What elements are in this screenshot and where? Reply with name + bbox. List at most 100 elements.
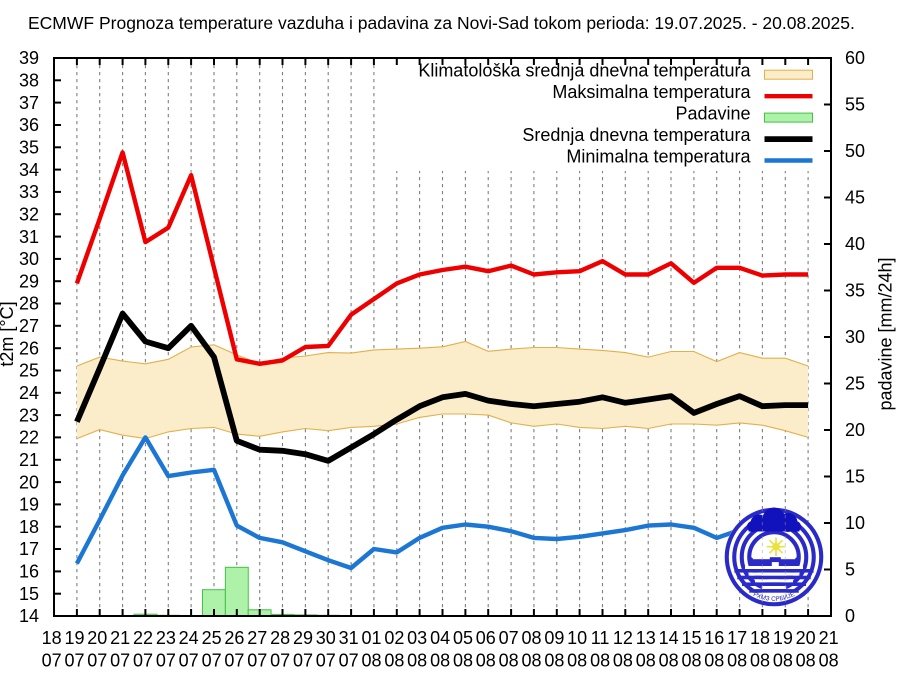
svg-text:06: 06	[476, 628, 496, 648]
svg-text:18: 18	[19, 517, 39, 537]
svg-text:08: 08	[476, 651, 496, 669]
svg-text:21: 21	[110, 628, 130, 648]
svg-text:07: 07	[64, 651, 84, 669]
svg-text:21: 21	[819, 628, 839, 648]
svg-text:25: 25	[19, 361, 39, 381]
svg-text:08: 08	[544, 651, 564, 669]
svg-text:15: 15	[681, 628, 701, 648]
svg-text:13: 13	[636, 628, 656, 648]
svg-text:19: 19	[773, 628, 793, 648]
svg-text:21: 21	[19, 450, 39, 470]
svg-text:t2m [°C]: t2m [°C]	[0, 301, 17, 366]
svg-text:Klimatološka srednja dnevna te: Klimatološka srednja dnevna temperatura	[418, 61, 751, 81]
svg-text:0: 0	[845, 606, 855, 626]
svg-text:26: 26	[224, 628, 244, 648]
svg-text:39: 39	[19, 48, 39, 68]
svg-text:08: 08	[636, 651, 656, 669]
svg-text:19: 19	[19, 495, 39, 515]
svg-text:35: 35	[19, 138, 39, 158]
svg-text:07: 07	[293, 651, 313, 669]
svg-text:11: 11	[591, 628, 610, 648]
svg-text:36: 36	[19, 115, 39, 135]
svg-text:29: 29	[293, 628, 313, 648]
svg-text:23: 23	[156, 628, 176, 648]
svg-text:45: 45	[845, 188, 865, 208]
svg-text:17: 17	[727, 628, 747, 648]
svg-text:10: 10	[567, 628, 587, 648]
svg-text:08: 08	[727, 651, 747, 669]
svg-text:31: 31	[339, 628, 359, 648]
svg-text:07: 07	[270, 651, 290, 669]
svg-text:04: 04	[430, 628, 450, 648]
svg-text:08: 08	[521, 628, 541, 648]
svg-text:08: 08	[704, 651, 724, 669]
svg-text:15: 15	[19, 584, 39, 604]
svg-text:07: 07	[316, 651, 336, 669]
svg-text:28: 28	[270, 628, 290, 648]
svg-text:07: 07	[224, 651, 244, 669]
svg-text:40: 40	[845, 234, 865, 254]
svg-text:Maksimalna temperatura: Maksimalna temperatura	[552, 82, 751, 102]
svg-text:28: 28	[19, 294, 39, 314]
svg-text:Padavine: Padavine	[675, 104, 750, 124]
svg-text:25: 25	[845, 374, 865, 394]
svg-text:37: 37	[19, 93, 39, 113]
svg-text:19: 19	[64, 628, 84, 648]
svg-text:14: 14	[19, 606, 39, 626]
svg-text:08: 08	[521, 651, 541, 669]
svg-text:24: 24	[179, 628, 199, 648]
svg-text:24: 24	[19, 383, 39, 403]
svg-text:padavine [mm/24h]: padavine [mm/24h]	[876, 257, 896, 410]
svg-text:20: 20	[796, 628, 816, 648]
svg-text:07: 07	[202, 651, 222, 669]
svg-text:07: 07	[247, 651, 267, 669]
svg-text:05: 05	[453, 628, 473, 648]
svg-text:22: 22	[133, 628, 153, 648]
svg-text:Minimalna temperatura: Minimalna temperatura	[566, 147, 751, 167]
svg-text:23: 23	[19, 405, 39, 425]
svg-text:30: 30	[845, 327, 865, 347]
svg-text:РХМЗ СРБИЈЕ: РХМЗ СРБИЈЕ	[752, 591, 796, 603]
svg-text:08: 08	[613, 651, 633, 669]
svg-text:22: 22	[19, 428, 39, 448]
svg-text:ECMWF Prognoza temperature vaz: ECMWF Prognoza temperature vazduha i pad…	[28, 13, 855, 33]
svg-text:01: 01	[361, 628, 381, 648]
svg-text:07: 07	[339, 651, 359, 669]
svg-text:18: 18	[42, 628, 62, 648]
svg-text:30: 30	[316, 628, 336, 648]
svg-text:17: 17	[19, 539, 39, 559]
svg-text:08: 08	[659, 651, 679, 669]
svg-text:38: 38	[19, 71, 39, 91]
svg-text:08: 08	[407, 651, 427, 669]
svg-text:07: 07	[42, 651, 62, 669]
svg-text:08: 08	[499, 651, 519, 669]
svg-text:27: 27	[19, 316, 39, 336]
svg-text:20: 20	[87, 628, 107, 648]
svg-text:09: 09	[544, 628, 564, 648]
svg-text:35: 35	[845, 281, 865, 301]
svg-text:07: 07	[87, 651, 107, 669]
svg-text:25: 25	[202, 628, 222, 648]
svg-text:08: 08	[819, 651, 839, 669]
svg-text:07: 07	[179, 651, 199, 669]
svg-text:07: 07	[133, 651, 153, 669]
svg-text:08: 08	[361, 651, 381, 669]
svg-text:29: 29	[19, 271, 39, 291]
svg-text:12: 12	[613, 628, 633, 648]
svg-text:08: 08	[681, 651, 701, 669]
svg-text:30: 30	[19, 249, 39, 269]
svg-text:15: 15	[845, 467, 865, 487]
svg-text:08: 08	[567, 651, 587, 669]
svg-text:50: 50	[845, 141, 865, 161]
svg-text:08: 08	[773, 651, 793, 669]
svg-text:14: 14	[659, 628, 679, 648]
svg-text:08: 08	[453, 651, 473, 669]
svg-text:02: 02	[384, 628, 404, 648]
svg-text:55: 55	[845, 95, 865, 115]
svg-text:08: 08	[590, 651, 610, 669]
svg-text:31: 31	[19, 227, 39, 247]
svg-text:33: 33	[19, 182, 39, 202]
svg-text:5: 5	[845, 560, 855, 580]
svg-text:08: 08	[796, 651, 816, 669]
svg-text:26: 26	[19, 338, 39, 358]
